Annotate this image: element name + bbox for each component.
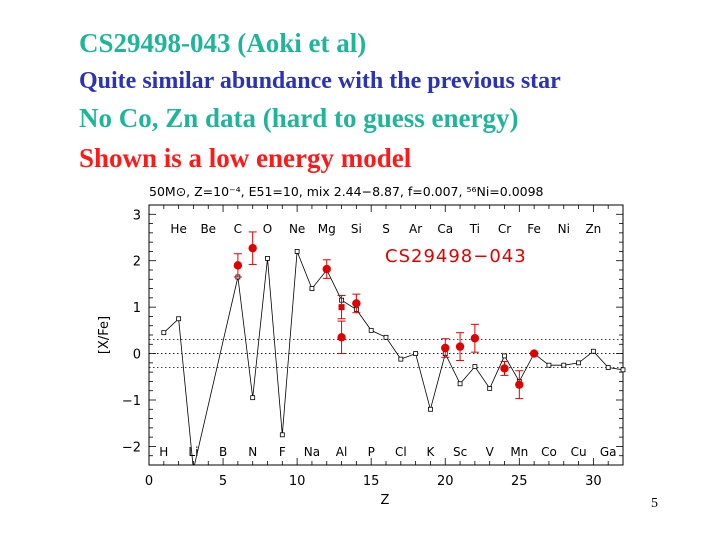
model-point <box>176 316 182 322</box>
y-tick-label: −2 <box>122 440 141 455</box>
element-label: Fe <box>527 222 541 236</box>
element-label: S <box>382 222 390 236</box>
element-label: P <box>368 445 375 459</box>
element-label: Ca <box>437 222 453 236</box>
element-label: N <box>248 445 257 459</box>
x-tick-label: 10 <box>289 474 306 489</box>
slide-line-similar-abundance: Quite similar abundance with the previou… <box>79 68 561 94</box>
y-tick-label: 3 <box>133 208 141 223</box>
element-label: Cu <box>571 445 587 459</box>
model-point <box>620 367 626 373</box>
element-label: Li <box>188 445 198 459</box>
model-point <box>428 406 433 412</box>
model-point <box>590 348 596 354</box>
element-label: He <box>170 222 186 236</box>
model-point <box>294 249 300 254</box>
page-number: 5 <box>651 496 658 511</box>
element-label: Be <box>200 222 216 236</box>
element-label: Si <box>351 222 362 236</box>
observed-point <box>322 264 331 274</box>
y-tick-label: 1 <box>133 301 141 316</box>
x-tick-label: 15 <box>363 474 380 489</box>
observed-point <box>233 261 243 270</box>
observed-point <box>470 334 480 343</box>
x-axis-label: Z <box>381 493 390 508</box>
observed-point-alt <box>338 304 345 311</box>
element-label: Ne <box>289 222 305 236</box>
element-label: Al <box>336 445 348 459</box>
model-point <box>472 364 478 369</box>
element-label: F <box>279 445 286 459</box>
observed-point <box>441 343 450 353</box>
element-label: Cl <box>395 445 407 459</box>
x-tick-label: 5 <box>219 474 227 489</box>
element-label: Ni <box>558 222 570 236</box>
model-point <box>398 356 404 362</box>
element-label: Na <box>304 445 320 459</box>
element-label: Mn <box>510 445 528 459</box>
element-label: O <box>263 222 272 236</box>
model-point <box>576 360 581 366</box>
model-point <box>383 334 389 340</box>
slide-title: CS29498-043 (Aoki et al) <box>79 28 367 58</box>
chart-title: 50M⊙, Z=10⁻⁴, E51=10, mix 2.44−8.87, f=0… <box>149 184 544 199</box>
slide-line-low-energy-model: Shown is a low energy model <box>79 143 412 173</box>
model-point <box>605 365 611 370</box>
observed-point <box>455 342 465 351</box>
model-point <box>413 351 419 356</box>
element-label: V <box>486 445 495 459</box>
observed-point <box>529 349 539 358</box>
slide-line-no-co-zn: No Co, Zn data (hard to guess energy) <box>79 103 519 133</box>
x-tick-label: 30 <box>585 474 602 489</box>
model-point <box>487 385 493 391</box>
x-tick-label: 25 <box>511 474 528 489</box>
x-tick-label: 20 <box>437 474 454 489</box>
model-point <box>457 381 463 387</box>
element-label: Sc <box>453 445 467 459</box>
observed-point <box>352 299 361 308</box>
model-point <box>546 362 552 368</box>
model-point <box>265 255 270 261</box>
y-axis-label: [X/Fe] <box>97 316 112 354</box>
element-label: B <box>219 445 227 459</box>
y-tick-label: −1 <box>122 394 141 409</box>
element-label: Ga <box>600 445 617 459</box>
element-label: Mg <box>318 222 336 236</box>
model-point <box>309 286 315 291</box>
element-label: Zn <box>585 222 601 236</box>
model-point <box>279 432 285 438</box>
element-label: H <box>159 445 168 459</box>
element-label: Co <box>541 445 557 459</box>
observed-point <box>337 333 346 342</box>
element-label: Cr <box>498 222 511 236</box>
element-label: Ar <box>409 222 422 236</box>
x-tick-label: 0 <box>145 474 153 489</box>
model-point <box>561 362 567 368</box>
observed-point <box>248 243 257 253</box>
model-point <box>250 395 256 401</box>
element-label: Ti <box>469 222 480 236</box>
model-point <box>161 330 167 336</box>
element-label: K <box>427 445 436 459</box>
model-point <box>502 353 507 359</box>
model-point <box>368 327 374 333</box>
observed-point <box>515 380 524 389</box>
star-label: CS29498−043 <box>385 246 527 267</box>
y-tick-label: 2 <box>133 255 141 270</box>
element-label: C <box>234 222 242 236</box>
observed-point <box>500 364 509 373</box>
y-tick-label: 0 <box>133 348 141 363</box>
model-line <box>163 251 623 465</box>
